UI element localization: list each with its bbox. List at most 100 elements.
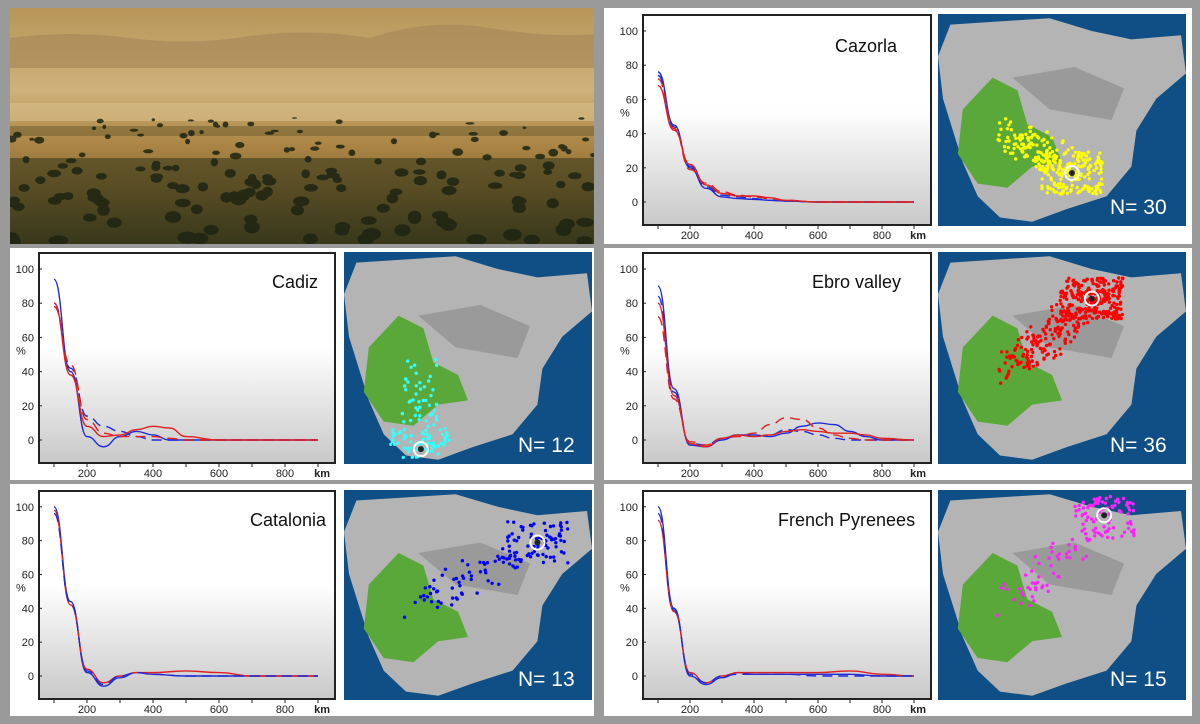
photo-tree	[303, 233, 318, 244]
photo-tree	[71, 167, 83, 175]
photo-tree	[499, 130, 508, 136]
photo-tree	[255, 190, 269, 201]
photo-tree	[522, 145, 531, 151]
photo-tree	[197, 182, 209, 192]
photo-tree	[436, 170, 447, 180]
photo-tree	[174, 198, 191, 208]
photo-tree	[441, 185, 457, 196]
chart-pyrenees-title: French Pyrenees	[778, 510, 916, 530]
photo-tree	[290, 205, 304, 216]
photo-tree	[446, 177, 460, 187]
dehesa-landscape-photo	[10, 8, 594, 244]
photo-tree	[296, 129, 303, 134]
photo-tree	[304, 184, 318, 192]
photo-tree	[452, 148, 464, 156]
photo-tree	[335, 144, 345, 149]
photo-tree	[150, 173, 164, 180]
photo-tree	[210, 158, 219, 167]
photo-tree	[262, 174, 273, 181]
photo-tree	[374, 158, 382, 165]
photo-tree	[386, 193, 399, 204]
photo-tree	[244, 221, 260, 234]
photo-tree	[543, 169, 553, 176]
chart-cadiz-title: Cadiz	[272, 272, 319, 292]
photo-tree	[185, 138, 191, 145]
photo-tree	[431, 211, 449, 220]
photo-tree	[348, 149, 356, 157]
photo-tree	[336, 184, 347, 193]
map-pyrenees-n-label: N= 15	[1110, 668, 1167, 691]
photo-tree	[18, 184, 30, 192]
photo-tree	[207, 119, 214, 123]
photo-tree	[29, 137, 35, 141]
photo-tree	[326, 169, 335, 178]
photo-tree	[244, 177, 259, 187]
photo-tree	[137, 133, 145, 137]
photo-tree	[235, 142, 245, 149]
photo-tree	[487, 182, 503, 189]
photo-tree	[590, 153, 594, 158]
photo-tree	[291, 117, 298, 119]
photo-tree	[316, 174, 329, 181]
photo-tree	[175, 184, 190, 194]
photo-tree	[143, 149, 154, 154]
photo-tree	[222, 121, 229, 128]
photo-tree	[172, 164, 180, 172]
photo-tree	[468, 132, 478, 136]
photo-tree	[509, 171, 520, 178]
photo-tree	[514, 164, 527, 172]
photo-tree	[535, 153, 546, 160]
photo-tree	[102, 124, 107, 130]
photo-tree	[576, 217, 594, 227]
photo-tree	[48, 235, 69, 244]
photo-tree	[220, 192, 233, 203]
photo-tree	[558, 144, 566, 150]
photo-tree	[34, 136, 45, 144]
photo-tree	[83, 213, 97, 222]
photo-tree	[152, 160, 161, 166]
chart-catalonia-title: Catalonia	[250, 510, 327, 530]
photo-tree	[357, 233, 375, 244]
photo-tree	[394, 168, 409, 177]
photo-tree	[203, 224, 219, 235]
photo-tree	[35, 176, 46, 184]
photo-tree	[314, 141, 322, 145]
photo-tree	[482, 154, 492, 161]
photo-tree	[465, 122, 475, 125]
photo-tree	[179, 132, 188, 139]
map-ebro	[938, 252, 1186, 464]
photo-tree	[293, 196, 310, 207]
photo-tree	[10, 235, 21, 244]
photo-tree	[106, 217, 122, 228]
photo-tree	[264, 131, 275, 135]
photo-tree	[10, 135, 17, 143]
photo-tree	[104, 134, 111, 140]
photo-tree	[394, 224, 411, 237]
photo-tree	[301, 169, 311, 179]
photo-tree	[494, 169, 505, 177]
photo-tree	[187, 119, 195, 122]
photo-tree	[514, 197, 527, 205]
photo-tree	[335, 222, 351, 232]
photo-tree	[10, 197, 18, 208]
photo-tree	[437, 217, 455, 229]
photo-tree	[335, 119, 343, 124]
photo-tree	[376, 203, 390, 213]
photo-tree	[283, 147, 290, 153]
photo-tree	[470, 136, 479, 143]
photo-tree	[78, 152, 86, 158]
photo-tree	[522, 126, 527, 129]
photo-tree	[91, 126, 97, 131]
photo-tree	[135, 166, 146, 172]
photo-tree	[407, 212, 421, 224]
photo-tree	[87, 193, 104, 203]
photo-tree	[244, 214, 258, 224]
photo-tree	[310, 146, 320, 151]
photo-tree	[164, 211, 182, 223]
map-cazorla	[938, 14, 1186, 226]
photo-tree	[190, 204, 203, 215]
photo-tree	[156, 123, 164, 128]
photo-tree	[22, 156, 30, 164]
photo-tree	[151, 118, 155, 122]
photo-tree	[247, 121, 255, 127]
